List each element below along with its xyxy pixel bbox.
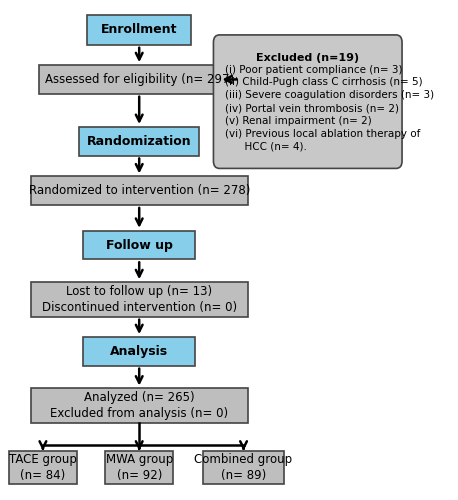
Text: HCC (n= 4).: HCC (n= 4). xyxy=(225,142,307,152)
FancyBboxPatch shape xyxy=(83,230,196,260)
FancyBboxPatch shape xyxy=(31,176,248,205)
Text: (v) Renal impairment (n= 2): (v) Renal impairment (n= 2) xyxy=(225,116,372,126)
Text: Combined group
(n= 89): Combined group (n= 89) xyxy=(195,453,293,482)
FancyBboxPatch shape xyxy=(105,450,173,484)
Text: (vi) Previous local ablation therapy of: (vi) Previous local ablation therapy of xyxy=(225,129,421,139)
Text: (i) Poor patient compliance (n= 3): (i) Poor patient compliance (n= 3) xyxy=(225,64,403,74)
FancyBboxPatch shape xyxy=(213,35,402,168)
FancyBboxPatch shape xyxy=(31,388,248,423)
FancyBboxPatch shape xyxy=(9,450,77,484)
Text: (iii) Severe coagulation disorders (n= 3): (iii) Severe coagulation disorders (n= 3… xyxy=(225,90,435,101)
Text: (ii) Child-Pugh class C cirrhosis (n= 5): (ii) Child-Pugh class C cirrhosis (n= 5) xyxy=(225,78,423,88)
Text: Excluded (n=19): Excluded (n=19) xyxy=(256,53,360,63)
Text: Analysis: Analysis xyxy=(110,345,168,358)
Text: Follow up: Follow up xyxy=(106,238,173,252)
Text: (iv) Portal vein thrombosis (n= 2): (iv) Portal vein thrombosis (n= 2) xyxy=(225,103,399,113)
Text: Enrollment: Enrollment xyxy=(101,24,177,36)
Text: Randomized to intervention (n= 278): Randomized to intervention (n= 278) xyxy=(28,184,250,197)
Text: TACE group
(n= 84): TACE group (n= 84) xyxy=(9,453,77,482)
Text: MWA group
(n= 92): MWA group (n= 92) xyxy=(106,453,173,482)
Text: Analyzed (n= 265)
Excluded from analysis (n= 0): Analyzed (n= 265) Excluded from analysis… xyxy=(50,391,228,420)
FancyBboxPatch shape xyxy=(79,127,199,156)
FancyBboxPatch shape xyxy=(203,450,284,484)
FancyBboxPatch shape xyxy=(83,337,196,366)
Text: Assessed for eligibility (n= 297): Assessed for eligibility (n= 297) xyxy=(44,73,234,86)
Text: Lost to follow up (n= 13)
Discontinued intervention (n= 0): Lost to follow up (n= 13) Discontinued i… xyxy=(42,284,237,314)
Text: Randomization: Randomization xyxy=(87,134,191,147)
FancyBboxPatch shape xyxy=(39,65,240,94)
FancyBboxPatch shape xyxy=(87,15,191,45)
FancyBboxPatch shape xyxy=(31,282,248,317)
